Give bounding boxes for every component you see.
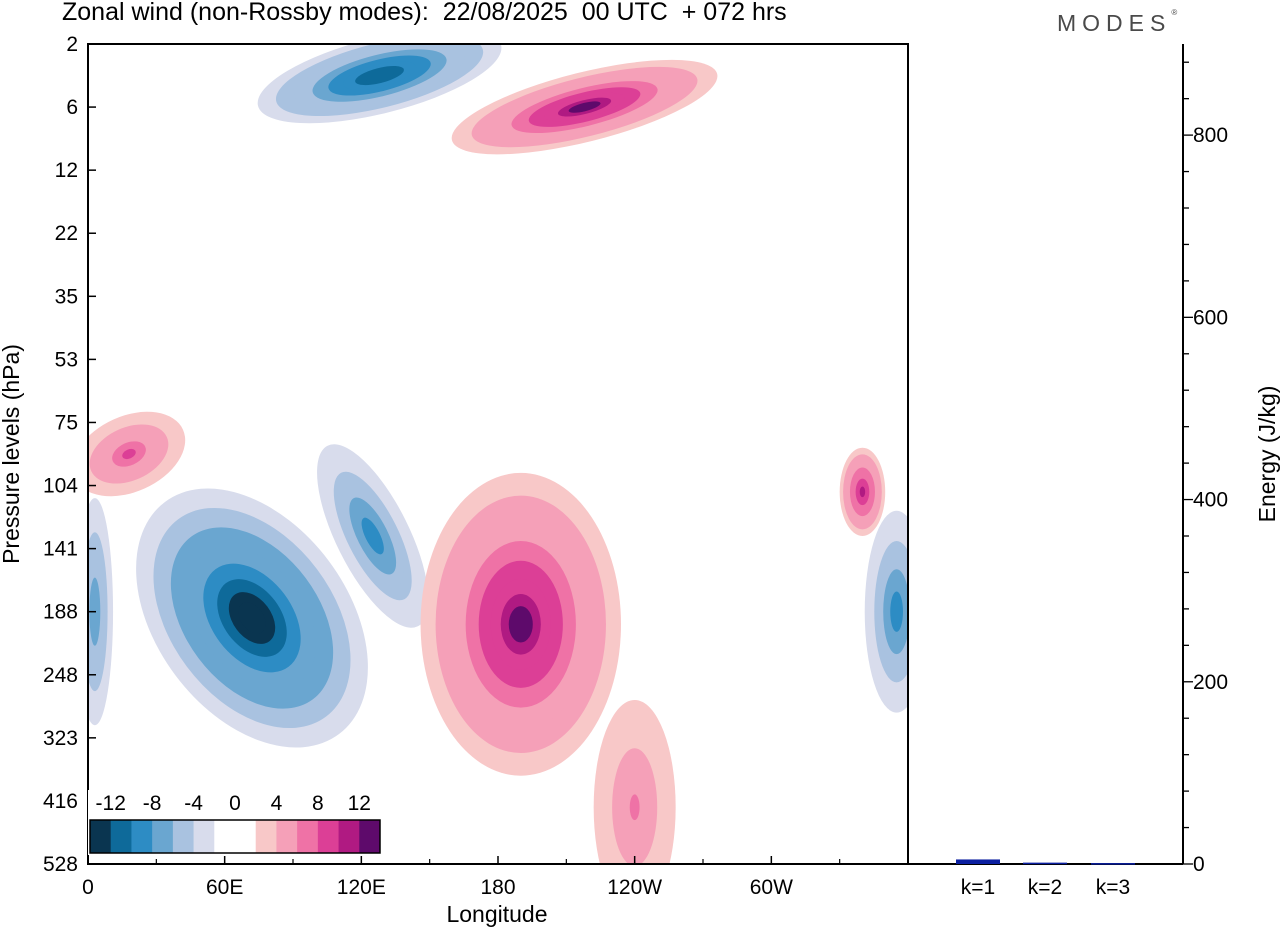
y-tick-label: 12 [55,159,78,182]
wind-feature-negative-120E [317,444,429,628]
y-tick-label: 248 [43,664,78,687]
colorbar-swatch [131,820,153,853]
x-tick-label: 0 [82,876,94,899]
colorbar-label: 12 [348,792,371,815]
colorbar-label: 0 [229,792,241,815]
y-tick-label: 22 [55,222,78,245]
colorbar-swatch [276,820,298,853]
y-tick-label: 104 [43,475,78,498]
colorbar-swatch [152,820,174,853]
x-axis-title: Longitude [446,901,547,927]
wind-feature-negative-core-60E [136,488,368,748]
registered-mark: ® [1171,8,1178,17]
energy-bar [1091,863,1135,865]
brand-name: MODES [1057,10,1172,36]
chart-title: Zonal wind (non-Rossby modes): 22/08/202… [62,0,787,26]
x-tick-label: 60W [750,876,793,899]
colorbar-label: 8 [312,792,324,815]
y-tick-label: 53 [55,348,78,371]
colorbar-swatch [235,820,257,853]
energy-tick-label: 800 [1193,124,1228,147]
energy-category-label: k=2 [1028,876,1062,899]
x-tick-label: 180 [480,876,515,899]
wind-feature-positive-stratosphere [451,59,718,155]
colorbar: -12 -8 -4 0 4 8 12 [88,790,382,855]
brand-logo: MODES® [1057,8,1178,37]
wind-feature-negative-left-edge [88,498,114,726]
x-tick-label: 120E [337,876,386,899]
energy-bar-chart: 0 200 400 600 800 k=1 k=2 k=3 [956,61,1228,899]
y-tick-label: 141 [43,538,78,561]
energy-bar [1023,862,1067,865]
energy-axis-title: Energy (J/kg) [1254,386,1280,523]
energy-category-label: k=3 [1096,876,1130,899]
colorbar-label: 4 [271,792,283,815]
colorbar-swatch [172,820,195,853]
y-tick-label: 6 [66,96,78,119]
y-tick-label: 188 [43,601,78,624]
colorbar-swatch [359,820,381,853]
colorbar-swatch [297,820,319,853]
heatmap-axes: 0 60E 120E 180 120W 60W 2 6 12 22 35 53 75 104 141 188 2… [43,33,841,899]
wind-feature-negative-stratosphere [257,44,502,124]
energy-bar [956,859,1000,864]
colorbar-label: -4 [184,792,203,815]
colorbar-swatch [110,820,132,853]
energy-category-label: k=1 [961,876,995,899]
y-tick-label: 2 [66,33,78,56]
y-tick-label: 75 [55,411,78,434]
colorbar-swatch [338,820,360,853]
y-tick-label: 323 [43,727,78,750]
colorbar-label: -12 [96,792,126,815]
y-tick-label: 416 [43,790,78,813]
wind-feature-negative-upper-right [864,510,908,713]
wind-feature-positive-104hPa-right [839,447,886,536]
colorbar-swatch [255,820,277,853]
wind-feature-positive-75hPa-left [88,411,186,497]
colorbar-frame [89,819,381,854]
wind-feature-positive-lower [593,700,676,864]
heatmap-field [88,44,908,864]
colorbar-swatch [90,820,112,853]
colorbar-label: -8 [143,792,162,815]
x-tick-label: 120W [607,876,662,899]
colorbar-swatch [214,820,236,853]
y-tick-label: 528 [43,853,78,876]
y-axis-title: Pressure levels (hPa) [0,344,24,564]
wind-feature-positive-core-180 [420,472,621,776]
y-tick-label: 35 [55,285,78,308]
energy-tick-label: 200 [1193,671,1228,694]
colorbar-swatch [317,820,340,853]
energy-tick-label: 600 [1193,306,1228,329]
colorbar-swatch [193,820,215,853]
energy-tick-label: 0 [1193,853,1205,876]
x-tick-label: 60E [206,876,243,899]
energy-tick-label: 400 [1193,489,1228,512]
